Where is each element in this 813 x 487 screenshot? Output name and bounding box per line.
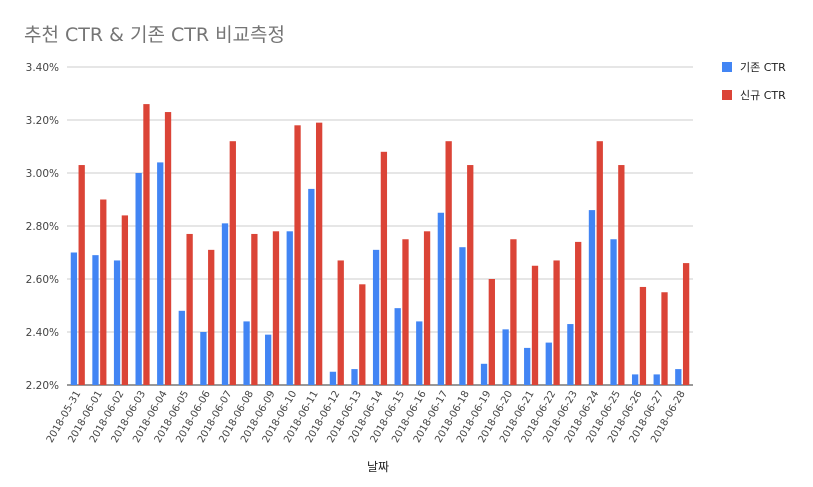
y-axis-ticks: 2.20% 2.40% 2.60% 2.80% 3.00% 3.20% 3.40% — [26, 62, 59, 392]
bar-series-0[interactable] — [394, 308, 401, 385]
bar-series-1[interactable] — [596, 141, 603, 385]
bar-series-0[interactable] — [178, 310, 185, 385]
bar-series-0[interactable] — [70, 252, 78, 386]
bar-series-1[interactable] — [78, 165, 85, 385]
legend-label: 신규 CTR — [740, 89, 786, 102]
legend-item-series-0[interactable]: 기존 CTR — [722, 60, 786, 74]
bar-series-1[interactable] — [359, 284, 366, 385]
bar-series-0[interactable] — [329, 371, 337, 385]
bar-series-0[interactable] — [221, 223, 229, 385]
bars — [70, 104, 690, 386]
bar-series-0[interactable] — [480, 363, 488, 385]
bar-series-1[interactable] — [553, 260, 560, 385]
bar-series-0[interactable] — [437, 212, 445, 385]
bar-series-1[interactable] — [208, 249, 215, 385]
y-tick-label: 2.80% — [26, 221, 59, 233]
bar-series-0[interactable] — [265, 334, 272, 385]
bar-series-1[interactable] — [337, 260, 344, 385]
bar-series-1[interactable] — [402, 239, 409, 385]
bar-series-1[interactable] — [510, 239, 517, 385]
bar-series-1[interactable] — [121, 215, 129, 385]
bar-series-0[interactable] — [92, 255, 99, 385]
bar-series-0[interactable] — [545, 342, 552, 385]
y-tick-label: 3.40% — [26, 62, 59, 74]
legend-label: 기존 CTR — [740, 61, 786, 74]
bar-series-0[interactable] — [502, 329, 509, 385]
legend-item-series-1[interactable]: 신규 CTR — [722, 88, 786, 102]
bar-series-1[interactable] — [164, 112, 172, 386]
bar-series-0[interactable] — [588, 210, 596, 385]
y-tick-label: 3.00% — [26, 168, 59, 180]
bar-series-0[interactable] — [351, 369, 358, 385]
legend-swatch — [722, 62, 732, 72]
bar-series-1[interactable] — [661, 292, 668, 385]
bar-series-1[interactable] — [380, 151, 388, 385]
y-tick-label: 2.60% — [26, 274, 59, 286]
bar-series-1[interactable] — [294, 125, 301, 386]
chart-title: 추천 CTR & 기존 CTR 비교측정 — [24, 24, 286, 46]
bar-series-1[interactable] — [143, 104, 150, 385]
bar-series-1[interactable] — [682, 263, 690, 385]
y-tick-label: 2.20% — [26, 380, 59, 392]
legend-swatch — [722, 90, 732, 100]
bar-series-0[interactable] — [308, 188, 315, 385]
legend: 기존 CTR 신규 CTR — [722, 60, 786, 116]
bar-series-0[interactable] — [459, 247, 466, 385]
bar-series-1[interactable] — [488, 279, 495, 385]
bar-series-0[interactable] — [416, 321, 423, 385]
x-axis-ticks: 2018-05-312018-06-012018-06-022018-06-03… — [45, 389, 688, 445]
bar-series-1[interactable] — [186, 233, 193, 385]
bar-series-1[interactable] — [272, 231, 280, 385]
bar-series-0[interactable] — [524, 347, 531, 385]
bar-series-0[interactable] — [135, 173, 142, 385]
bar-series-0[interactable] — [243, 321, 250, 385]
bar-series-0[interactable] — [286, 231, 293, 385]
bar-series-0[interactable] — [675, 369, 682, 385]
bar-series-0[interactable] — [567, 324, 574, 385]
y-tick-label: 3.20% — [26, 115, 59, 127]
bar-series-0[interactable] — [653, 374, 660, 385]
bar-series-1[interactable] — [639, 286, 647, 385]
bar-series-1[interactable] — [229, 141, 236, 385]
bar-series-1[interactable] — [315, 122, 323, 386]
bar-series-0[interactable] — [113, 260, 121, 385]
bar-series-0[interactable] — [610, 239, 617, 385]
grid-lines — [67, 66, 693, 386]
bar-series-0[interactable] — [157, 162, 164, 385]
bar-series-1[interactable] — [445, 141, 452, 385]
bar-series-1[interactable] — [251, 233, 258, 385]
bar-series-0[interactable] — [631, 374, 639, 385]
x-axis-title: 날짜 — [367, 460, 389, 474]
bar-series-1[interactable] — [467, 165, 474, 385]
bar-series-1[interactable] — [618, 165, 625, 385]
bar-series-0[interactable] — [372, 249, 380, 385]
bar-series-1[interactable] — [575, 241, 582, 385]
bar-series-0[interactable] — [200, 332, 207, 385]
bar-series-1[interactable] — [531, 265, 539, 385]
bar-series-1[interactable] — [423, 231, 431, 385]
bar-series-1[interactable] — [100, 199, 107, 386]
y-tick-label: 2.40% — [26, 327, 59, 339]
